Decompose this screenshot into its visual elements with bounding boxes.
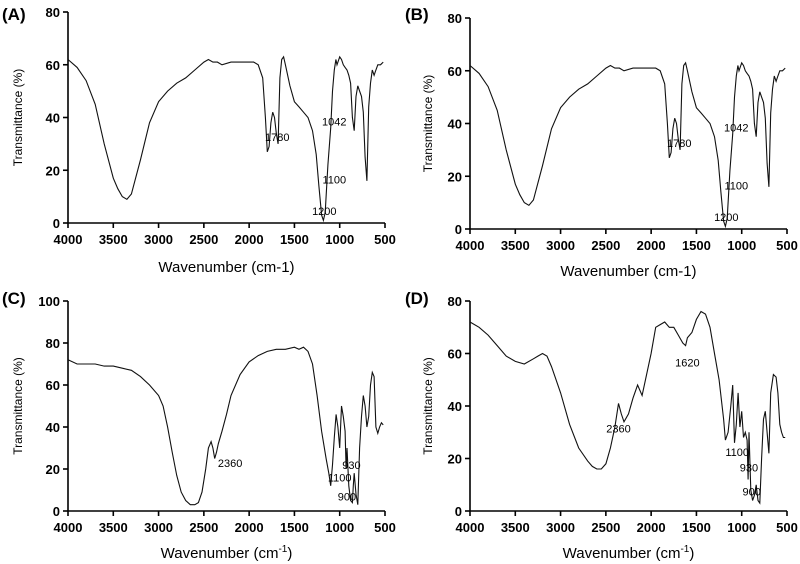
chart-panel-3: (C) 0 20 40 60 80 100 4000 3500 3000 2500 2000 1500 1… <box>2 289 396 562</box>
x-tick-label: 2500 <box>189 520 218 535</box>
x-tick-label: 1000 <box>325 232 354 247</box>
y-tick-label: 0 <box>455 222 462 237</box>
x-axis-label: Wavenumber (cm-1) <box>161 544 293 562</box>
x-tick-label: 2500 <box>189 232 218 247</box>
x-tick-label: 2000 <box>235 520 264 535</box>
x-tick-label: 2000 <box>637 238 666 253</box>
x-tick-label: 3000 <box>144 232 173 247</box>
y-tick-label: 80 <box>46 336 60 351</box>
y-tick-label: 0 <box>455 504 462 519</box>
panel-label: (C) <box>2 289 26 308</box>
x-tick-label: 4000 <box>54 232 83 247</box>
x-axis-label: Wavenumber (cm-1) <box>158 259 294 276</box>
chart-panel-1: (A) 0 20 40 60 80 4000 3500 3000 2500 2000 1500 1000… <box>2 5 396 276</box>
chart-panel-4: (D) 0 20 40 60 80 4000 3500 3000 2500 2000 1500 1000… <box>405 289 798 562</box>
panel-label: (D) <box>405 289 429 308</box>
x-tick-label: 500 <box>374 520 396 535</box>
x-tick-label: 2500 <box>591 238 620 253</box>
y-tick-label: 80 <box>46 5 60 20</box>
peak-annotation: 930 <box>342 460 360 472</box>
x-tick-label: 3500 <box>99 232 128 247</box>
panel-label: (A) <box>2 5 26 24</box>
y-tick-label: 20 <box>46 163 60 178</box>
x-tick-label: 4000 <box>456 238 485 253</box>
peak-annotation: 930 <box>740 463 758 475</box>
x-tick-label: 1500 <box>682 520 711 535</box>
peak-annotation: 1100 <box>725 447 749 459</box>
x-tick-label: 4000 <box>456 520 485 535</box>
peak-annotation: 1780 <box>265 132 289 144</box>
y-tick-label: 60 <box>46 378 60 393</box>
x-tick-label: 500 <box>374 232 396 247</box>
x-tick-label: 1000 <box>727 238 756 253</box>
x-tick-label: 2500 <box>591 520 620 535</box>
x-tick-label: 1500 <box>280 520 309 535</box>
spectrum-line <box>67 55 384 223</box>
y-tick-label: 20 <box>46 462 60 477</box>
peak-annotation: 1100 <box>724 180 748 192</box>
y-axis-label: Transmittance (%) <box>11 69 25 167</box>
y-tick-label: 100 <box>38 294 60 309</box>
x-tick-label: 3000 <box>546 238 575 253</box>
chart-panel-2: (B) 0 20 40 60 80 4000 3500 3000 2500 2000 1500 1000… <box>405 5 798 280</box>
x-axis-label: Wavenumber (cm-1) <box>563 544 695 562</box>
spectrum-line <box>67 346 384 506</box>
y-tick-label: 20 <box>448 169 462 184</box>
peak-annotation: 1100 <box>328 473 352 485</box>
x-tick-label: 500 <box>776 238 798 253</box>
x-tick-label: 500 <box>776 520 798 535</box>
y-tick-label: 40 <box>46 111 60 126</box>
y-tick-label: 0 <box>53 216 60 231</box>
x-axis-label: Wavenumber (cm-1) <box>560 263 696 280</box>
y-tick-label: 0 <box>53 504 60 519</box>
peak-annotation: 1042 <box>322 116 346 128</box>
peak-annotation: 1200 <box>714 212 738 224</box>
x-tick-label: 3500 <box>99 520 128 535</box>
x-tick-label: 3500 <box>501 238 530 253</box>
peak-annotation: 1780 <box>667 138 691 150</box>
x-tick-label: 1000 <box>727 520 756 535</box>
x-tick-label: 1500 <box>682 238 711 253</box>
y-tick-label: 60 <box>448 347 462 362</box>
y-tick-label: 40 <box>46 420 60 435</box>
y-tick-label: 60 <box>448 64 462 79</box>
peak-annotation: 1042 <box>724 122 748 134</box>
y-tick-label: 60 <box>46 58 60 73</box>
x-tick-label: 2000 <box>637 520 666 535</box>
x-tick-label: 3000 <box>144 520 173 535</box>
x-tick-label: 4000 <box>54 520 83 535</box>
peak-annotation: 1620 <box>675 358 699 370</box>
peak-annotation: 2360 <box>218 458 242 470</box>
x-tick-label: 3500 <box>501 520 530 535</box>
panel-label: (B) <box>405 5 429 24</box>
spectrum-line <box>469 310 786 505</box>
x-tick-label: 2000 <box>235 232 264 247</box>
peak-annotation: 2360 <box>606 423 630 435</box>
y-tick-label: 20 <box>448 452 462 467</box>
peak-annotation: 900 <box>338 492 356 504</box>
y-axis-label: Transmittance (%) <box>11 357 25 455</box>
y-axis-label: Transmittance (%) <box>421 357 435 455</box>
y-axis-label: Transmittance (%) <box>421 75 435 173</box>
y-tick-label: 40 <box>448 399 462 414</box>
x-tick-label: 1500 <box>280 232 309 247</box>
y-tick-label: 80 <box>448 11 462 26</box>
x-tick-label: 3000 <box>546 520 575 535</box>
peak-annotation: 1100 <box>322 174 346 186</box>
x-tick-label: 1000 <box>325 520 354 535</box>
peak-annotation: 900 <box>742 486 760 498</box>
peak-annotation: 1200 <box>312 206 336 218</box>
y-tick-label: 40 <box>448 117 462 132</box>
y-tick-label: 80 <box>448 294 462 309</box>
spectrum-line <box>469 61 786 229</box>
